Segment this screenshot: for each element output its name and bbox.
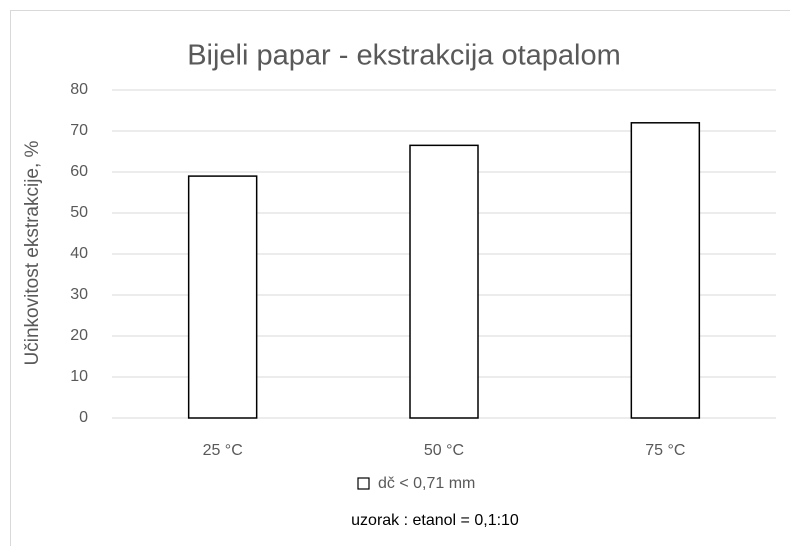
bar	[187, 175, 258, 419]
y-tick-label: 60	[70, 163, 88, 180]
chart-title: Bijeli papar - ekstrakcija otapalom	[187, 40, 621, 72]
y-tick-label: 80	[70, 81, 88, 98]
x-tick-label: 75 °C	[645, 442, 685, 459]
annotation: uzorak : etanol = 0,1:10	[351, 512, 519, 529]
bar	[630, 122, 701, 419]
y-tick-label: 30	[70, 286, 88, 303]
y-axis-label: Učinkovitost ekstrakcije, %	[22, 140, 43, 365]
legend-label: dč < 0,71 mm	[378, 475, 475, 492]
y-tick-label: 40	[70, 245, 88, 262]
x-tick-label: 25 °C	[203, 442, 243, 459]
y-tick-label: 20	[70, 327, 88, 344]
legend-swatch	[357, 477, 370, 490]
bar	[409, 144, 479, 419]
y-tick-label: 70	[70, 122, 88, 139]
x-tick-label: 50 °C	[424, 442, 464, 459]
y-tick-label: 50	[70, 204, 88, 221]
y-tick-label: 0	[79, 409, 88, 426]
y-tick-label: 10	[70, 368, 88, 385]
